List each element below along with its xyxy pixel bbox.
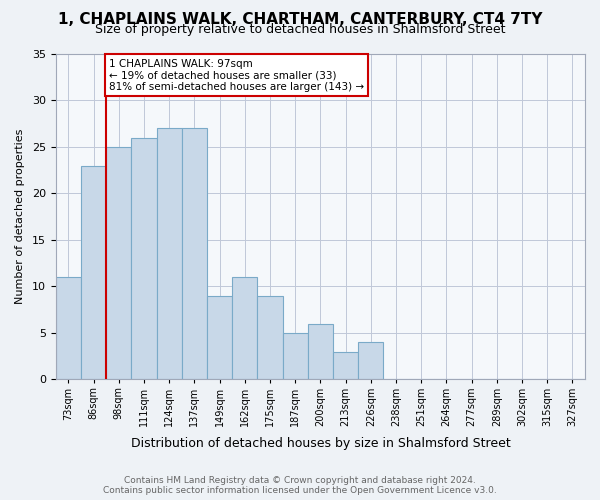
Bar — [182, 128, 207, 380]
Bar — [106, 147, 131, 380]
Text: 1 CHAPLAINS WALK: 97sqm
← 19% of detached houses are smaller (33)
81% of semi-de: 1 CHAPLAINS WALK: 97sqm ← 19% of detache… — [109, 58, 364, 92]
Bar — [81, 166, 106, 380]
Bar — [283, 333, 308, 380]
Bar — [131, 138, 157, 380]
Bar — [333, 352, 358, 380]
Bar — [56, 277, 81, 380]
Bar — [358, 342, 383, 380]
Bar — [257, 296, 283, 380]
Bar — [207, 296, 232, 380]
Text: Size of property relative to detached houses in Shalmsford Street: Size of property relative to detached ho… — [95, 22, 505, 36]
Y-axis label: Number of detached properties: Number of detached properties — [15, 129, 25, 304]
Bar — [232, 277, 257, 380]
Text: Contains HM Land Registry data © Crown copyright and database right 2024.
Contai: Contains HM Land Registry data © Crown c… — [103, 476, 497, 495]
Bar — [308, 324, 333, 380]
X-axis label: Distribution of detached houses by size in Shalmsford Street: Distribution of detached houses by size … — [131, 437, 510, 450]
Bar — [157, 128, 182, 380]
Text: 1, CHAPLAINS WALK, CHARTHAM, CANTERBURY, CT4 7TY: 1, CHAPLAINS WALK, CHARTHAM, CANTERBURY,… — [58, 12, 542, 28]
